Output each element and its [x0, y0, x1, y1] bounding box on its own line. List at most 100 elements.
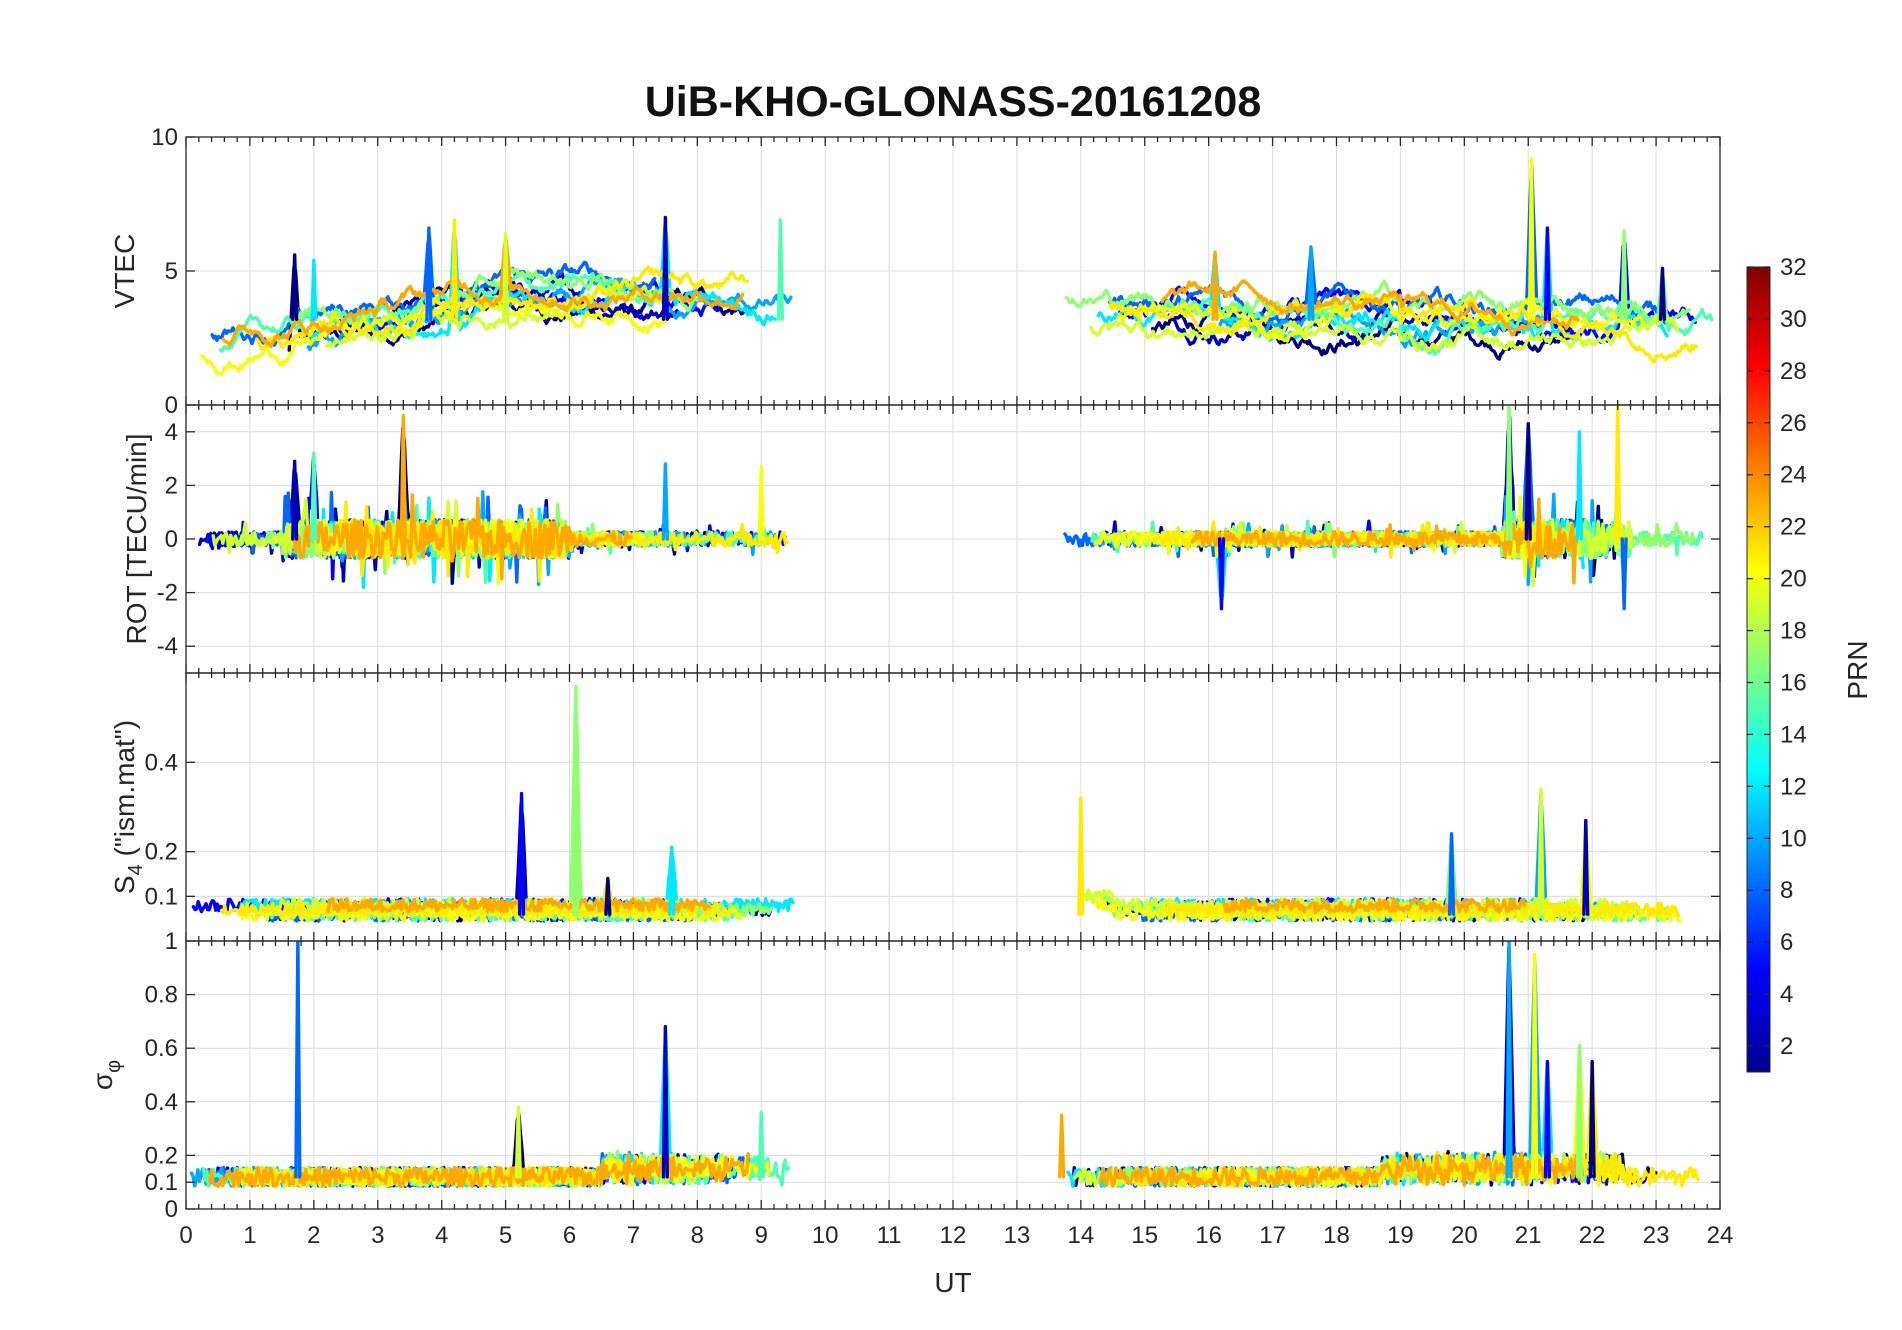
spike-rot-3: [661, 462, 669, 541]
panel-s4-spikes: [517, 684, 1590, 916]
spike-sigma-1: [514, 1105, 522, 1179]
y-tick-label: -2: [157, 580, 178, 607]
x-tick-label: 7: [627, 1222, 640, 1249]
colorbar-tick-label: 32: [1780, 254, 1807, 281]
trace-prn-17: [314, 706, 774, 918]
y-tick-label: 0.1: [145, 1169, 178, 1196]
x-tick-label: 16: [1195, 1222, 1222, 1249]
panel-vtec-spikes: [291, 156, 1667, 321]
x-tick-label: 12: [940, 1222, 967, 1249]
trace-prn-10: [1213, 306, 1553, 349]
x-tick-label: 9: [755, 1222, 768, 1249]
spike-vtec-3: [425, 226, 433, 321]
panel-vtec: 0 5 10 VTEC: [109, 124, 1721, 419]
x-tick-label: 10: [812, 1222, 839, 1249]
x-tick-label: 11: [877, 1222, 902, 1249]
spike-rot-6: [1505, 405, 1513, 541]
spike-sigma-3: [757, 1110, 765, 1179]
x-tick-label: 13: [1004, 1222, 1031, 1249]
spike-vtec-10: [1543, 226, 1552, 321]
trace-prn-23: [1098, 1151, 1585, 1188]
panel-rot-spikes: [291, 405, 1628, 611]
panel-vtec-ylabel: VTEC: [109, 234, 140, 309]
panel-s4-yticks: 0.1 0.2 0.4: [145, 749, 1720, 910]
spike-sigma-8: [1575, 1043, 1584, 1179]
spike-sigma-0: [294, 941, 302, 1179]
trace-prn-23: [208, 1152, 750, 1188]
x-tick-label: 1: [243, 1222, 256, 1249]
colorbar-tick-label: 10: [1780, 825, 1807, 852]
panel-s4-traces: [191, 706, 1682, 923]
trace-prn-19: [1089, 314, 1680, 353]
trace-prn-19: [325, 282, 663, 349]
spike-s4-0: [517, 791, 526, 916]
y-tick-label: 0.8: [145, 982, 178, 1009]
x-tick-label: 22: [1579, 1222, 1606, 1249]
spike-sigma-5: [1505, 941, 1513, 1179]
x-tick-label: 2: [307, 1222, 320, 1249]
x-tick-label: 3: [371, 1222, 384, 1249]
spike-vtec-11: [1620, 229, 1628, 321]
panel-sigma-yticks: 00.10.2 0.4 0.6 0.8 1: [145, 928, 1720, 1223]
y-tick-label: 0.4: [145, 749, 178, 776]
x-tick-label: 23: [1643, 1222, 1670, 1249]
y-tick-label: 5: [165, 258, 178, 285]
colorbar-tick-label: 28: [1780, 358, 1807, 385]
spike-rot-8: [1575, 430, 1584, 541]
panel-rot-xticks: [185, 405, 1721, 673]
trace-prn-23: [292, 493, 633, 581]
panel-vtec-grid: [186, 137, 1720, 405]
trace-prn-23: [1160, 279, 1580, 337]
panel-rot: -4 -2 0 2 4 ROT [TECU/min]: [121, 404, 1721, 674]
spike-sigma-2: [661, 1025, 669, 1179]
spike-rot-1: [310, 451, 318, 541]
y-tick-label: 4: [165, 419, 178, 446]
colorbar-tick-label: 20: [1780, 566, 1807, 593]
y-tick-label: 0.1: [145, 883, 178, 910]
spike-vtec-2: [450, 218, 459, 321]
panel-vtec-xticks: [185, 137, 1721, 405]
spike-vtec-12: [1658, 266, 1667, 321]
trace-prn-21: [1108, 289, 1699, 364]
x-tick-label: 17: [1259, 1222, 1286, 1249]
y-tick-label: -4: [157, 633, 178, 660]
spike-rot-10: [1620, 537, 1628, 611]
spike-rot-0: [291, 459, 299, 541]
y-tick-label: 10: [151, 124, 178, 151]
spike-vtec-7: [1211, 250, 1219, 321]
colorbar-tick-label: 30: [1780, 306, 1807, 333]
panel-sigma: 00.10.2 0.4 0.6 0.8 1 σφ: [87, 928, 1721, 1223]
x-axis: 0 1 2 3 4 5 6 7 8 9 10 11 12 13 14 15 16 17 18 19 20 21 22 23 24: [179, 1222, 1733, 1249]
spike-vtec-6: [776, 218, 785, 321]
trace-prn-23: [221, 236, 745, 349]
y-tick-label: 0.4: [145, 1089, 178, 1116]
panel-rot-yticks: -4 -2 0 2 4: [157, 419, 1720, 660]
colorbar-tick-label: 8: [1780, 877, 1793, 904]
panel-rot-ylabel: ROT [TECU/min]: [121, 433, 152, 644]
panel-sigma-spikes: [294, 941, 1596, 1179]
colorbar-tick-label: 22: [1780, 514, 1807, 541]
spike-vtec-8: [1307, 245, 1315, 321]
x-tick-label: 6: [563, 1222, 576, 1249]
spike-s4-1: [572, 684, 580, 916]
colorbar-tick-label: 12: [1780, 773, 1807, 800]
x-axis-label: UT: [934, 1267, 971, 1298]
x-tick-label: 18: [1323, 1222, 1350, 1249]
chart-title: UiB-KHO-GLONASS-20161208: [645, 78, 1262, 126]
trace-prn-15: [218, 271, 667, 353]
colorbar-tick-label: 14: [1780, 721, 1807, 748]
spike-s4-3: [668, 845, 676, 916]
x-tick-label: 14: [1067, 1222, 1094, 1249]
spike-s4-6: [1537, 787, 1545, 916]
x-tick-label: 8: [691, 1222, 704, 1249]
spike-s4-2: [604, 876, 612, 916]
spike-vtec-9: [1527, 156, 1536, 321]
trace-prn-20: [200, 300, 669, 376]
spike-vtec-4: [501, 231, 510, 321]
spike-sigma-7: [1543, 1059, 1552, 1179]
y-tick-label: 0: [165, 526, 178, 553]
trace-prn-23: [1222, 897, 1527, 914]
